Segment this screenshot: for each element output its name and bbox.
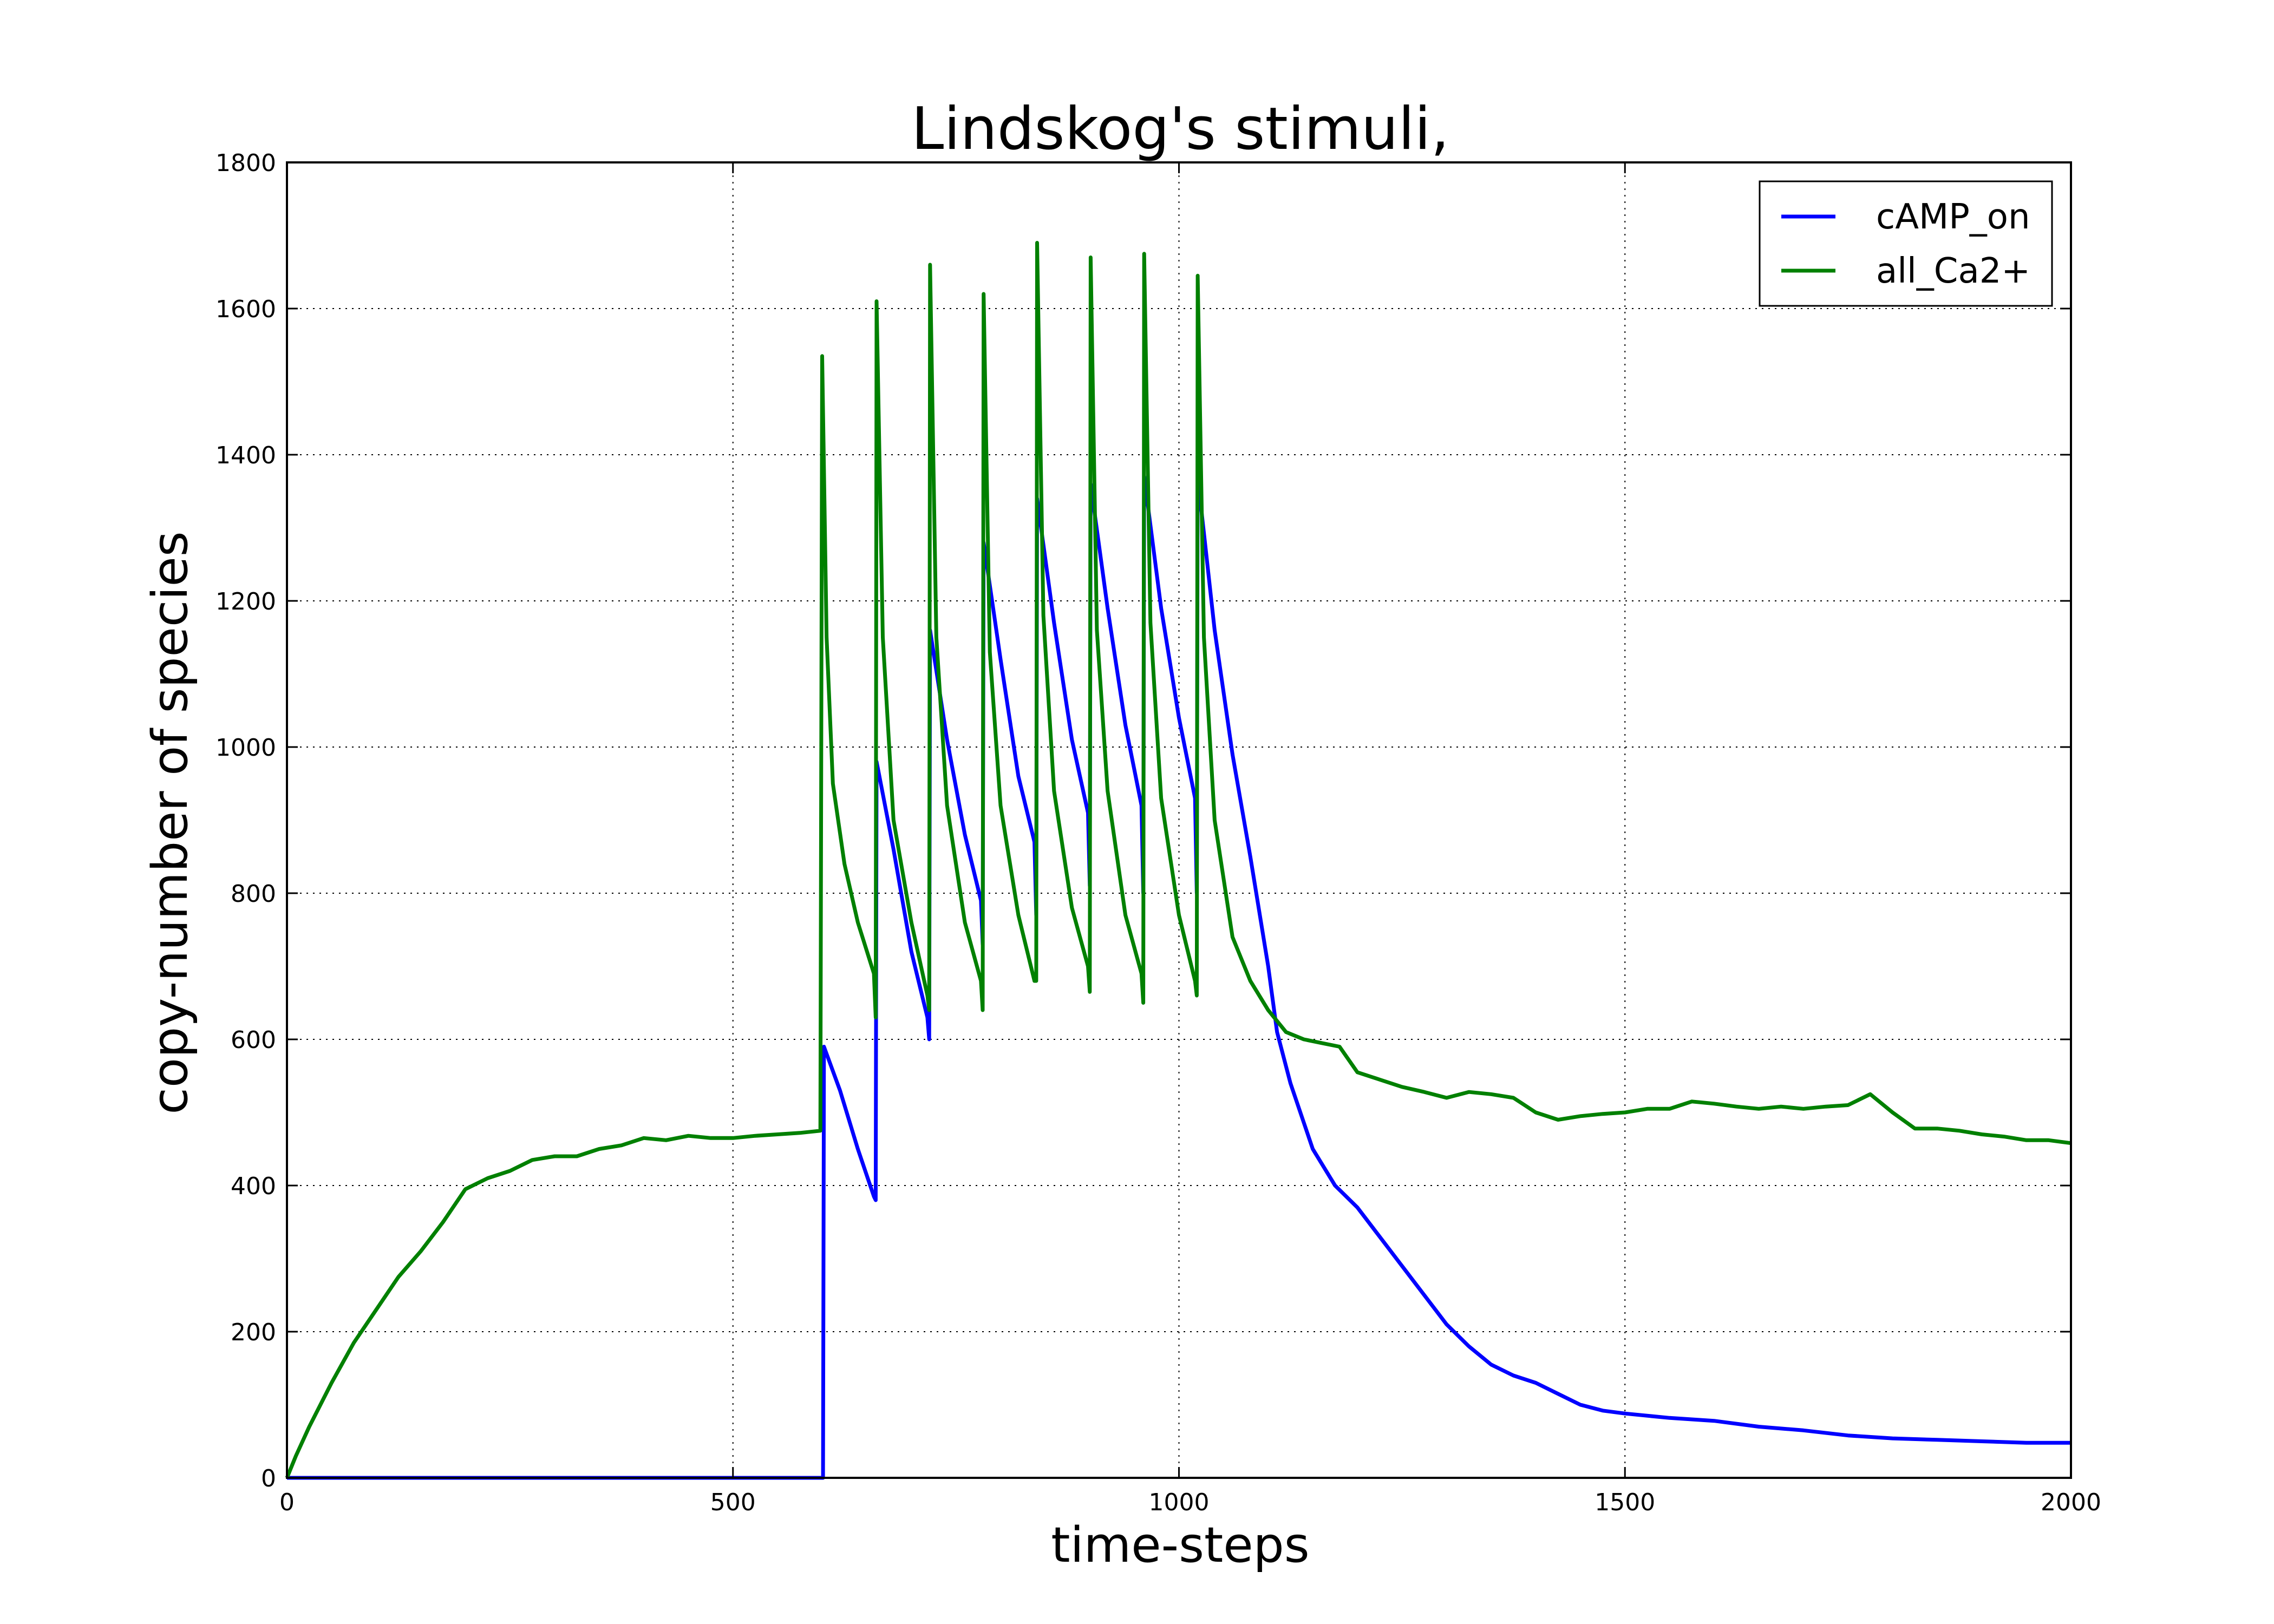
y-tick-label: 1400 bbox=[215, 442, 276, 469]
x-tick-label: 1000 bbox=[1149, 1489, 1210, 1516]
y-tick-label: 1200 bbox=[215, 588, 276, 615]
y-tick-label: 1800 bbox=[215, 149, 276, 177]
legend-label: cAMP_on bbox=[1876, 197, 2030, 237]
y-axis-label: copy-number of species bbox=[142, 531, 199, 1114]
y-tick-label: 600 bbox=[231, 1026, 276, 1054]
y-tick-label: 800 bbox=[231, 880, 276, 908]
x-tick-label: 1500 bbox=[1595, 1489, 1655, 1516]
x-tick-label: 2000 bbox=[2041, 1489, 2101, 1516]
x-tick-label: 500 bbox=[710, 1489, 756, 1516]
y-tick-label: 400 bbox=[231, 1173, 276, 1200]
series-line-cAMP_on bbox=[287, 475, 2071, 1480]
legend-box bbox=[1759, 180, 2053, 307]
legend: cAMP_on all_Ca2+ bbox=[1759, 180, 2053, 307]
axis-ticks: 0 500 1000 1500 2000 0 200 400 600 800 1000 1200 140… bbox=[215, 149, 2101, 1516]
x-axis-label: time-steps bbox=[1051, 1517, 1309, 1574]
y-tick-label: 200 bbox=[231, 1319, 276, 1346]
x-tick-label: 0 bbox=[279, 1489, 295, 1516]
chart-title: Lindskog's stimuli, bbox=[911, 95, 1449, 163]
series-line-all_Ca2+ bbox=[285, 241, 2072, 1479]
y-tick-label: 1600 bbox=[215, 296, 276, 323]
legend-label: all_Ca2+ bbox=[1876, 251, 2030, 291]
series-lines bbox=[285, 241, 2072, 1480]
y-tick-label: 0 bbox=[261, 1465, 276, 1492]
gridlines bbox=[287, 162, 2071, 1478]
y-tick-label: 1000 bbox=[215, 734, 276, 762]
